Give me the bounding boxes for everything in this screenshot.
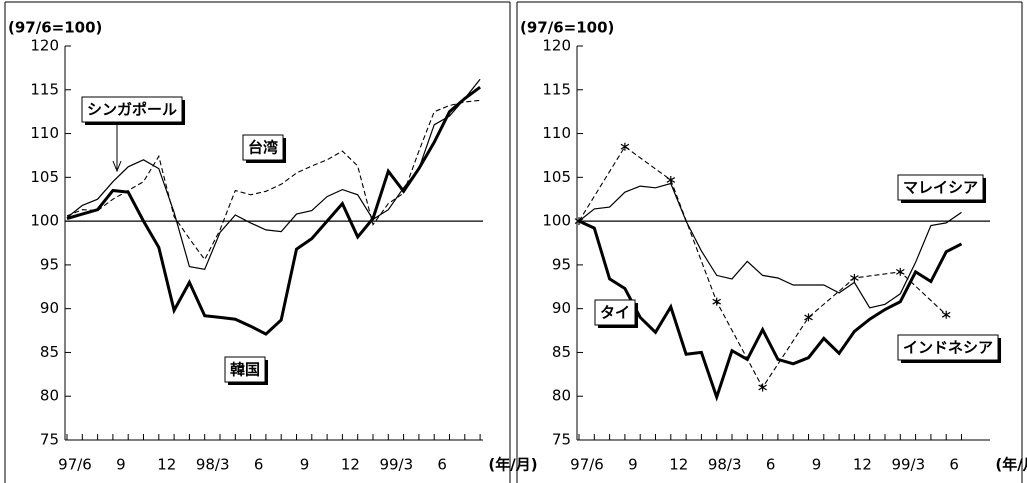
y-tick-label: 80 xyxy=(40,387,59,405)
series-label: シンガポール xyxy=(87,101,177,119)
label-box xyxy=(897,334,999,361)
y-tick-label: 90 xyxy=(40,299,59,317)
y-tick-label: 100 xyxy=(542,212,571,230)
x-tick-label: 9 xyxy=(812,456,822,474)
label-box xyxy=(897,174,984,201)
x-tick-label: 12 xyxy=(157,456,176,474)
y-tick-label: 85 xyxy=(552,343,571,361)
label-box xyxy=(224,356,266,383)
marker xyxy=(850,274,859,283)
marker xyxy=(574,217,584,226)
y-tick-label: 110 xyxy=(542,124,571,142)
y-tick-label: 75 xyxy=(40,431,59,449)
y-tick-label: 85 xyxy=(40,343,59,361)
y-axis-label: (97/6=100) xyxy=(8,19,102,37)
series-line xyxy=(66,78,481,270)
series-label: インドネシア xyxy=(903,339,993,357)
x-tick-label: 6 xyxy=(766,456,776,474)
x-tick-label: 12 xyxy=(341,456,360,474)
marker xyxy=(620,142,630,151)
label-box xyxy=(594,299,636,326)
series-line xyxy=(66,85,481,336)
x-tick-label: 99/3 xyxy=(891,456,925,474)
x-tick-label: 12 xyxy=(669,456,688,474)
marker xyxy=(666,175,676,184)
x-tick-label: 97/6 xyxy=(58,456,92,474)
series-label: マレイシア xyxy=(903,179,978,197)
x-tick-label: 9 xyxy=(116,456,126,474)
x-tick-label: 9 xyxy=(300,456,310,474)
series-line xyxy=(578,219,963,402)
y-tick-label: 95 xyxy=(40,255,59,273)
x-tick-label: 97/6 xyxy=(570,456,604,474)
x-tick-label: 6 xyxy=(254,456,264,474)
x-axis-label: (年/月) xyxy=(995,456,1027,474)
series-label: 韓国 xyxy=(230,361,260,379)
y-tick-label: 110 xyxy=(30,124,59,142)
marker xyxy=(712,297,722,306)
marker xyxy=(804,313,813,322)
series-label: タイ xyxy=(600,304,630,322)
x-tick-label: 9 xyxy=(628,456,638,474)
label-box xyxy=(81,96,183,123)
x-tick-label: 6 xyxy=(949,456,959,474)
y-tick-label: 115 xyxy=(30,80,59,98)
x-tick-label: 6 xyxy=(437,456,447,474)
x-tick-label: 98/3 xyxy=(196,456,230,474)
y-tick-label: 80 xyxy=(552,387,571,405)
y-tick-label: 100 xyxy=(30,212,59,230)
x-tick-label: 98/3 xyxy=(708,456,742,474)
y-tick-label: 115 xyxy=(542,80,571,98)
series-line xyxy=(578,182,962,309)
series-line xyxy=(578,145,947,389)
marker xyxy=(895,267,905,276)
marker xyxy=(758,383,767,392)
x-tick-label: 12 xyxy=(853,456,872,474)
x-tick-label: 99/3 xyxy=(379,456,413,474)
series-line xyxy=(66,99,481,261)
marker xyxy=(941,310,951,319)
y-tick-label: 105 xyxy=(542,168,571,186)
y-tick-label: 120 xyxy=(542,37,571,55)
y-tick-label: 75 xyxy=(552,431,571,449)
arrow-head xyxy=(112,160,122,173)
x-axis-label: (年/月) xyxy=(488,456,537,474)
y-tick-label: 120 xyxy=(30,37,59,55)
y-tick-label: 95 xyxy=(552,255,571,273)
label-box xyxy=(242,134,284,161)
y-axis-label: (97/6=100) xyxy=(520,19,614,37)
series-label: 台湾 xyxy=(248,139,278,157)
y-tick-label: 90 xyxy=(552,299,571,317)
y-tick-label: 105 xyxy=(30,168,59,186)
